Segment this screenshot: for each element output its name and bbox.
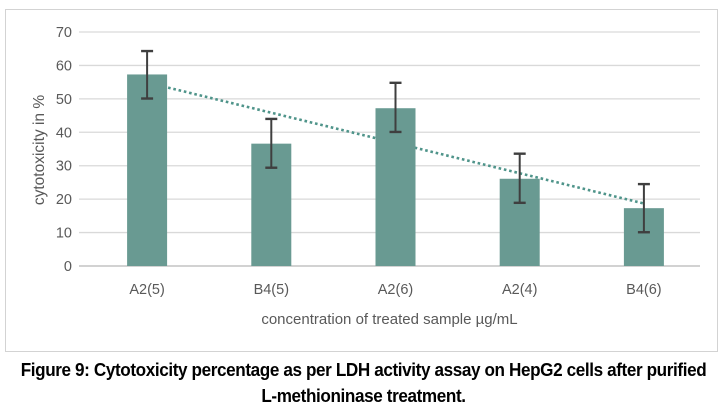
figure-caption-line2: L-methioninase treatment. — [261, 386, 466, 406]
y-tick-label: 40 — [56, 125, 72, 141]
chart-figure: 0 10 20 30 40 50 60 70 A2(5) B4(5) A2(6) A2(4) B4(6)… — [5, 9, 718, 352]
figure-caption-line1: Figure 9: Cytotoxicity percentage as per… — [20, 360, 707, 380]
x-axis-title: concentration of treated sample µg/mL — [261, 311, 517, 328]
y-tick-label: 20 — [56, 192, 72, 208]
y-axis-title: cytotoxicity in % — [31, 95, 48, 205]
figure-caption: Figure 9: Cytotoxicity percentage as per… — [18, 357, 709, 409]
x-category-label: A2(4) — [502, 282, 537, 298]
y-tick-label: 0 — [64, 259, 72, 275]
x-category-label: A2(6) — [378, 282, 413, 298]
x-category-label: B4(5) — [254, 282, 289, 298]
bar-A2(6) — [375, 108, 416, 267]
y-tick-label: 50 — [56, 92, 72, 108]
x-category-label: A2(5) — [129, 282, 164, 298]
bar-A2(5) — [127, 74, 168, 266]
y-tick-label: 60 — [56, 58, 72, 74]
y-tick-label: 70 — [56, 25, 72, 41]
cytotoxicity-bar-chart: 0 10 20 30 40 50 60 70 A2(5) B4(5) A2(6) A2(4) B4(6)… — [31, 25, 700, 328]
y-tick-label: 30 — [56, 159, 72, 175]
y-tick-label: 10 — [56, 226, 72, 242]
x-category-label: B4(6) — [626, 282, 661, 298]
